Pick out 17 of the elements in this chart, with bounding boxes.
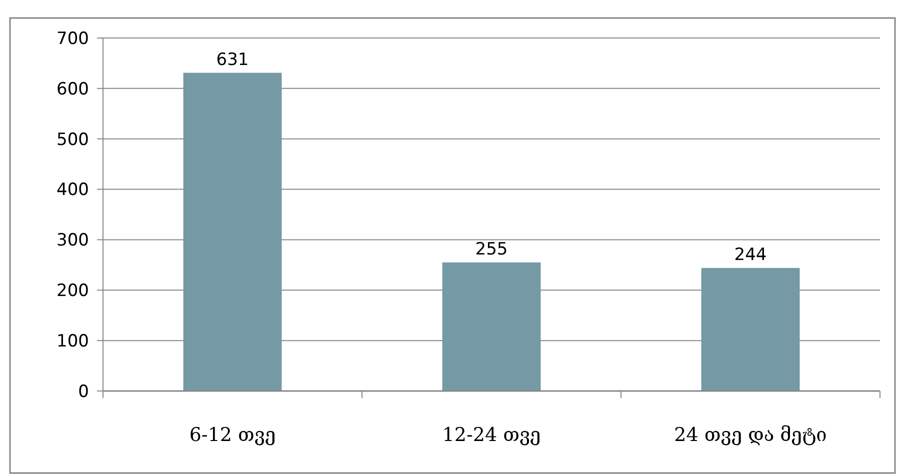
x-tick-label: 24 თვე და მეტი (674, 424, 827, 446)
y-tick-label: 600 (56, 79, 89, 100)
y-tick-label: 300 (56, 230, 89, 251)
y-tick-label: 700 (56, 28, 89, 49)
data-label: 255 (475, 239, 508, 260)
y-tick-label: 200 (56, 281, 89, 302)
y-tick-label: 400 (56, 180, 89, 200)
data-label: 244 (734, 244, 767, 265)
bar (442, 262, 541, 391)
x-tick-label: 6-12 თვე (189, 424, 276, 446)
data-label: 631 (216, 50, 249, 70)
y-tick-label: 500 (56, 130, 89, 150)
y-tick-label: 100 (56, 332, 89, 352)
bar (183, 72, 282, 391)
x-tick-label: 12-24 თვე (442, 424, 541, 446)
y-tick-label: 0 (78, 382, 89, 402)
bar (701, 268, 800, 391)
